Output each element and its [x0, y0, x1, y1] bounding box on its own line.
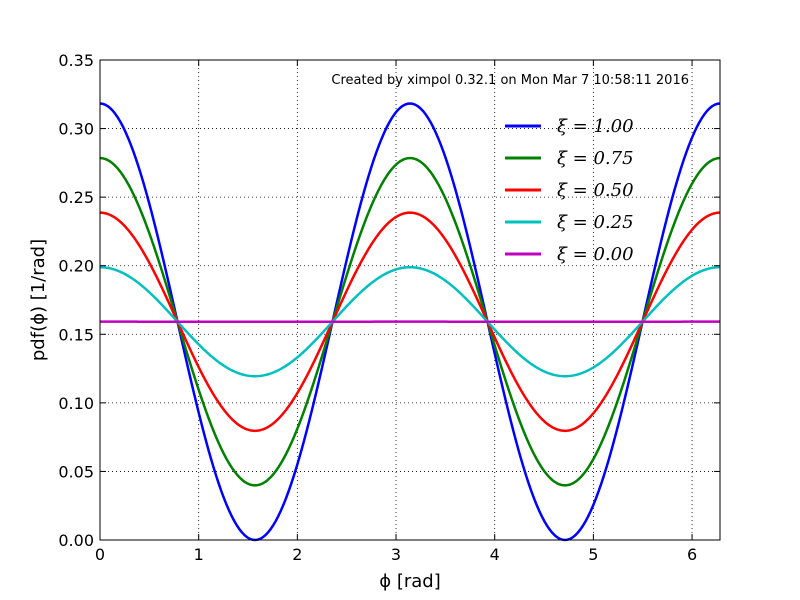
y-tick-label: 0.20: [58, 257, 94, 276]
y-tick-label: 0.30: [58, 120, 94, 139]
x-tick-label: 0: [95, 545, 105, 564]
y-tick-label: 0.00: [58, 531, 94, 550]
series-lines: [99, 102, 721, 542]
legend-label: ξ = 0.00: [557, 244, 634, 265]
legend-label: ξ = 0.50: [557, 180, 634, 201]
annotation: Created by ximpol 0.32.1 on Mon Mar 7 10…: [331, 73, 689, 88]
legend-label: ξ = 1.00: [557, 116, 634, 137]
x-tick-label: 3: [391, 545, 401, 564]
legend-label: ξ = 0.75: [557, 148, 634, 169]
y-tick-label: 0.35: [58, 51, 94, 70]
series-line: [99, 211, 721, 433]
y-tick-label: 0.25: [58, 188, 94, 207]
series-line: [99, 156, 721, 487]
x-tick-label: 2: [292, 545, 302, 564]
y-tick-label: 0.15: [58, 325, 94, 344]
series-line: [99, 265, 721, 378]
y-tick-label: 0.10: [58, 394, 94, 413]
x-axis-label: ϕ [rad]: [379, 571, 441, 592]
ticks: 0 1 2 3 4 5 6 0.00 0.05 0.10 0.15 0.20 0.25 0.30 0.35: [58, 51, 720, 564]
legend: ξ = 1.00 ξ = 0.75 ξ = 0.50 ξ = 0.25 ξ = 0.00: [505, 116, 634, 265]
x-tick-label: 6: [687, 545, 697, 564]
plot-frame: [99, 59, 721, 541]
series-line: [99, 102, 721, 542]
x-tick-label: 5: [588, 545, 598, 564]
y-tick-label: 0.05: [58, 462, 94, 481]
legend-label: ξ = 0.25: [557, 212, 634, 233]
x-tick-label: 1: [194, 545, 204, 564]
y-axis-label: pdf(ϕ) [1/rad]: [28, 239, 49, 361]
x-tick-label: 4: [490, 545, 500, 564]
